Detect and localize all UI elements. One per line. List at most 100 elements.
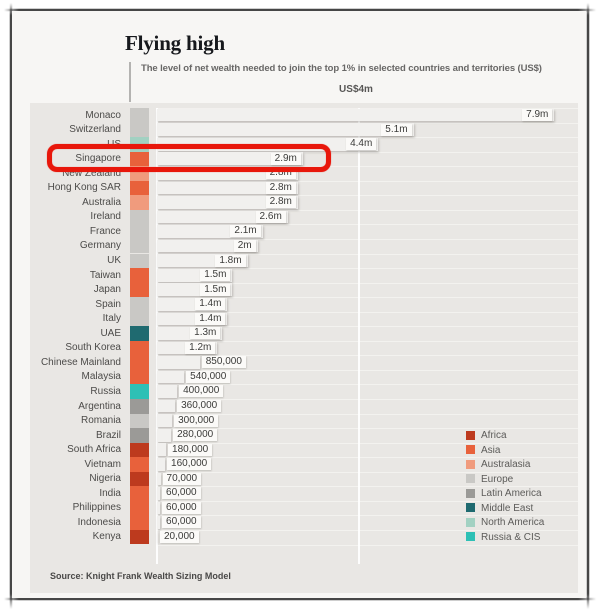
value-label-south-africa: 180,000 [168, 443, 213, 456]
legend-swatch-middle-east [466, 503, 475, 513]
row-separator-line [156, 340, 578, 342]
region-swatch-middle-east [130, 326, 149, 341]
row-separator-line [156, 224, 578, 226]
row-label-france: France [89, 225, 121, 237]
row-separator-line [156, 399, 578, 400]
row-label-uae: UAE [100, 327, 121, 339]
row-separator-line [156, 209, 578, 211]
value-label-uae: 1.3m [190, 327, 221, 340]
row-label-south-africa: South Africa [67, 444, 121, 456]
region-swatch-asia [130, 151, 149, 167]
row-label-brazil: Brazil [95, 429, 121, 441]
region-swatch-asia [130, 457, 149, 472]
bar-brazil [157, 428, 172, 442]
value-label-us: 4.4m [346, 138, 377, 151]
legend-label-middle-east: Middle East [481, 502, 534, 514]
value-label-spain: 1.4m [195, 298, 226, 311]
legend-swatch-europe [466, 474, 475, 484]
value-label-nigeria: 70,000 [162, 472, 202, 485]
value-label-monaco: 7.9m [522, 109, 553, 121]
row-separator-line [156, 442, 578, 444]
row-label-italy: Italy [102, 313, 121, 325]
value-label-malaysia: 540,000 [186, 370, 231, 383]
row-label-vietnam: Vietnam [84, 458, 121, 470]
region-swatch-asia [130, 180, 149, 196]
legend-label-asia: Asia [481, 444, 501, 456]
legend-swatch-latin-america [466, 488, 475, 498]
row-label-singapore: Singapore [75, 153, 121, 165]
row-label-australia: Australia [82, 196, 121, 208]
region-swatch-europe [130, 253, 149, 269]
region-swatch-latin-america [130, 428, 149, 443]
chart-title: Flying high [125, 31, 225, 55]
region-swatch-europe [130, 311, 149, 327]
row-separator-line [156, 486, 578, 488]
value-label-south-korea: 1.2m [185, 341, 216, 354]
bar-philippines [157, 501, 161, 515]
value-label-switzerland: 5.1m [381, 123, 412, 136]
region-swatch-russia-cis [130, 384, 149, 399]
bar-india [157, 487, 161, 500]
value-label-india: 60,000 [162, 487, 201, 500]
row-separator-line [156, 355, 578, 357]
row-label-taiwan: Taiwan [89, 269, 121, 281]
row-label-switzerland: Switzerland [69, 124, 121, 136]
chart-graphic: Flying high The level of net wealth need… [12, 11, 586, 598]
row-label-indonesia: Indonesia [77, 516, 121, 528]
row-separator-line [156, 369, 578, 371]
frame-right-line [587, 3, 589, 609]
row-label-argentina: Argentina [78, 400, 121, 412]
row-separator-line [156, 457, 578, 459]
row-label-uk: UK [107, 255, 121, 266]
value-label-ireland: 2.6m [255, 210, 286, 223]
value-label-kenya: 20,000 [160, 530, 199, 543]
region-swatch-australasia [130, 195, 149, 210]
bar-indonesia [157, 516, 161, 529]
row-label-germany: Germany [79, 240, 121, 252]
region-swatch-latin-america [130, 399, 149, 414]
row-separator-line [156, 282, 578, 284]
region-swatch-europe [130, 238, 149, 254]
row-label-south-korea: South Korea [65, 342, 121, 354]
bar-singapore [157, 152, 303, 166]
bar-malaysia [157, 370, 185, 384]
subtitle-accent-bar [129, 62, 131, 102]
value-label-indonesia: 60,000 [162, 516, 201, 529]
gridline-axis-label: US$4m [339, 84, 373, 95]
bar-romania [157, 414, 173, 428]
value-label-romania: 300,000 [174, 414, 219, 427]
row-separator-line [156, 297, 578, 299]
value-label-italy: 1.4m [195, 312, 226, 325]
region-swatch-europe [130, 108, 149, 123]
bar-switzerland [157, 123, 414, 137]
row-separator-line [156, 122, 578, 124]
bar-kenya [157, 530, 158, 544]
region-swatch-asia [130, 282, 149, 298]
bar-vietnam [157, 458, 166, 471]
value-label-russia: 400,000 [179, 385, 224, 398]
source-note: Source: Knight Frank Wealth Sizing Model [50, 571, 231, 581]
legend-swatch-russia-cis [466, 532, 475, 542]
region-swatch-asia [130, 355, 149, 370]
region-swatch-europe [130, 209, 149, 225]
value-label-taiwan: 1.5m [200, 269, 231, 282]
bar-monaco [157, 108, 555, 122]
value-label-vietnam: 160,000 [167, 458, 212, 471]
region-swatch-europe [130, 297, 149, 312]
row-label-philippines: Philippines [72, 502, 121, 514]
bar-argentina [157, 399, 176, 413]
chart-subtitle: The level of net wealth needed to join t… [141, 63, 542, 74]
value-label-australia: 2.8m [265, 196, 296, 209]
region-swatch-europe [130, 413, 149, 429]
legend-swatch-africa [466, 430, 475, 440]
value-label-singapore: 2.9m [270, 152, 301, 165]
value-label-philippines: 60,000 [162, 501, 201, 514]
row-label-russia: Russia [90, 385, 121, 397]
legend-label-russia-cis: Russia & CIS [481, 531, 541, 543]
region-swatch-asia [130, 486, 149, 501]
row-separator-line [156, 544, 578, 546]
region-swatch-asia [130, 515, 149, 530]
legend-swatch-asia [466, 445, 475, 455]
row-separator-line [156, 515, 578, 517]
